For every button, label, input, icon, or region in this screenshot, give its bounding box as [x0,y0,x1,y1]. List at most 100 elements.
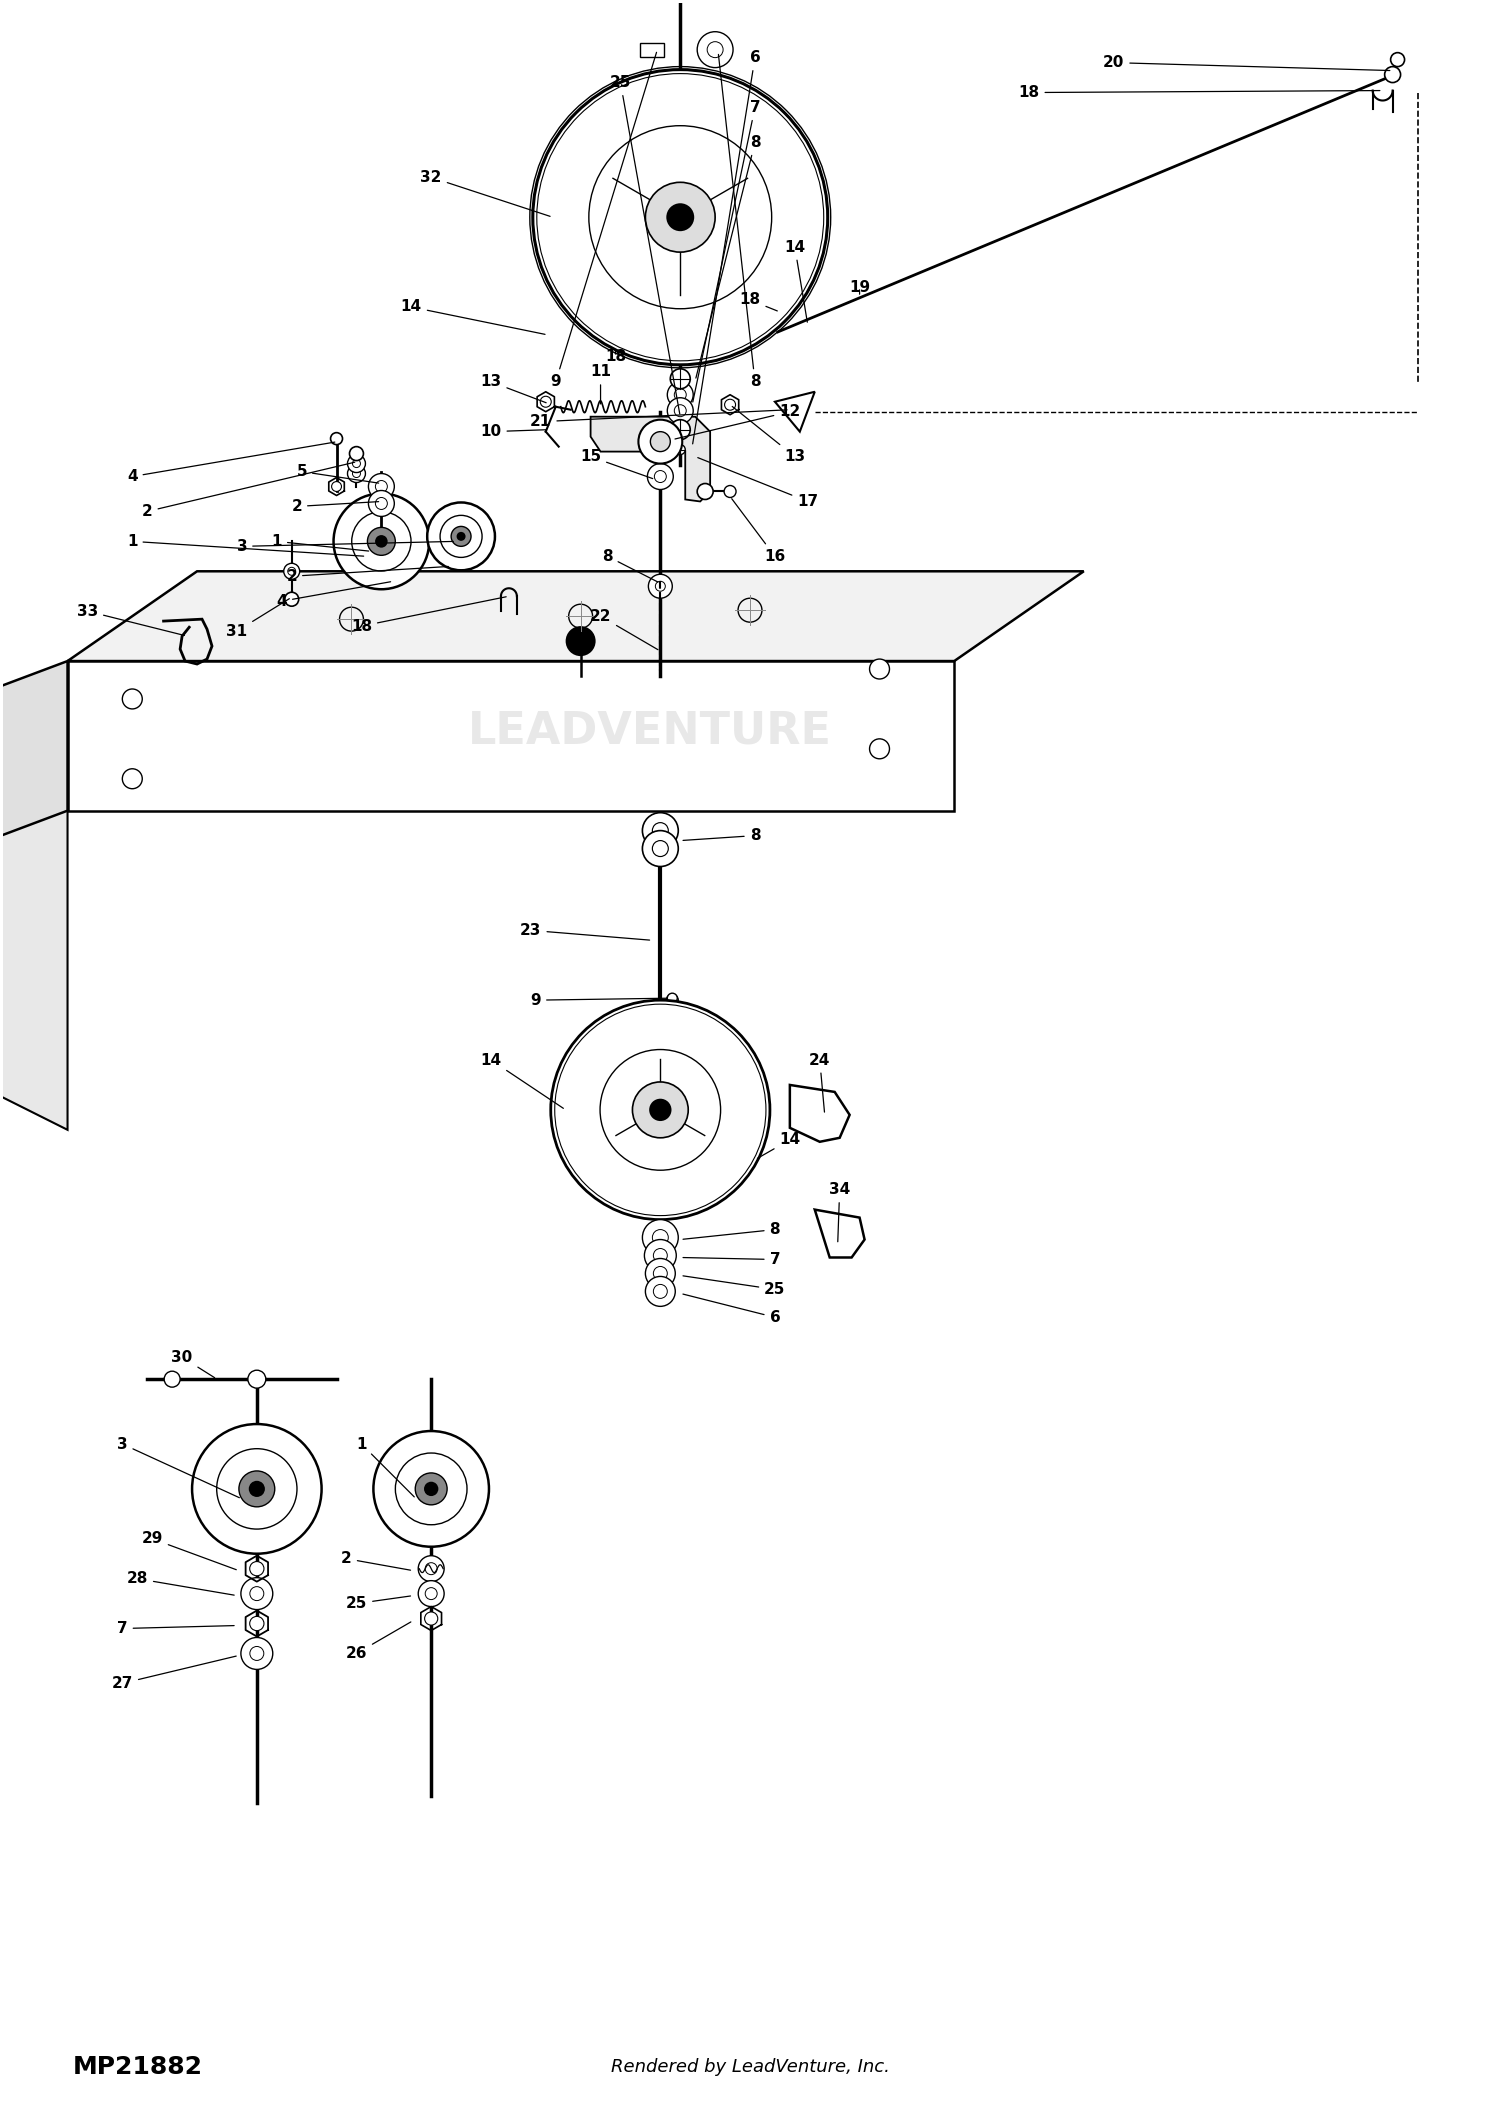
Text: 5: 5 [297,463,378,483]
Text: 7: 7 [682,1252,780,1267]
Circle shape [642,1220,678,1256]
Circle shape [419,1556,444,1582]
Circle shape [675,389,686,400]
Circle shape [648,463,674,489]
Circle shape [675,404,686,417]
Text: 30: 30 [171,1350,214,1378]
Text: 25: 25 [682,1276,786,1297]
Circle shape [645,1259,675,1288]
Text: 11: 11 [590,364,610,404]
Text: 7: 7 [693,100,760,402]
Circle shape [332,483,342,491]
Text: 31: 31 [226,600,290,638]
Circle shape [369,491,394,517]
Circle shape [348,466,366,483]
Circle shape [164,1371,180,1386]
Text: 2: 2 [291,500,378,514]
Circle shape [330,434,342,444]
Text: 3: 3 [237,538,453,555]
Circle shape [424,1563,436,1575]
Circle shape [216,1448,297,1529]
Circle shape [375,480,387,493]
Text: 8: 8 [682,829,760,844]
Circle shape [654,1284,668,1299]
Circle shape [633,1082,688,1137]
Text: 8: 8 [718,55,760,389]
Circle shape [706,43,723,57]
Circle shape [351,512,411,572]
Circle shape [427,502,495,570]
Circle shape [333,493,429,589]
Text: 13: 13 [732,406,806,463]
Circle shape [590,125,771,308]
Circle shape [396,1452,466,1524]
Circle shape [652,840,669,857]
Polygon shape [591,417,710,502]
Circle shape [123,689,142,708]
Text: 14: 14 [758,1133,801,1159]
Text: 13: 13 [480,374,546,402]
Text: 16: 16 [732,500,786,563]
Circle shape [350,446,363,461]
Text: 28: 28 [126,1571,234,1594]
Polygon shape [0,661,68,840]
Circle shape [656,580,666,591]
Circle shape [375,536,387,549]
Text: 14: 14 [400,300,544,334]
Text: 27: 27 [111,1656,236,1690]
Circle shape [555,1003,766,1216]
Text: 22: 22 [590,608,658,651]
Circle shape [670,419,690,440]
Circle shape [440,514,482,557]
Text: 8: 8 [682,1222,780,1239]
Text: 19: 19 [849,279,870,296]
Text: 14: 14 [784,240,807,323]
Circle shape [650,1099,672,1120]
Circle shape [1384,66,1401,83]
Circle shape [249,1560,264,1575]
Text: 34: 34 [830,1182,850,1242]
Text: 32: 32 [420,170,550,217]
Circle shape [670,368,690,389]
Circle shape [251,1586,264,1601]
Text: 4: 4 [276,583,390,608]
Circle shape [669,997,675,1003]
Circle shape [870,659,889,678]
Text: 9: 9 [531,993,668,1008]
Circle shape [652,823,669,838]
Text: 18: 18 [1019,85,1380,100]
Text: 20: 20 [1102,55,1390,70]
Text: 2: 2 [142,461,356,519]
Text: 1: 1 [128,534,363,557]
Circle shape [537,74,824,361]
Circle shape [251,1646,264,1660]
Circle shape [375,497,387,510]
Circle shape [698,483,712,500]
Circle shape [456,532,465,540]
Circle shape [242,1637,273,1669]
Circle shape [339,608,363,631]
Text: 23: 23 [520,923,650,940]
Text: 7: 7 [117,1620,234,1637]
Circle shape [654,1267,668,1280]
Circle shape [352,459,360,468]
Polygon shape [776,391,814,432]
Text: 14: 14 [480,1052,564,1108]
Circle shape [249,1482,266,1497]
Circle shape [642,831,678,867]
Circle shape [424,1588,436,1599]
Text: 9: 9 [550,53,657,389]
Circle shape [368,527,396,555]
Circle shape [248,1369,266,1388]
Bar [640,43,664,57]
Circle shape [600,1050,720,1169]
Circle shape [652,1229,669,1246]
Circle shape [645,183,716,253]
Circle shape [192,1424,321,1554]
Circle shape [724,400,735,410]
Circle shape [348,455,366,472]
Text: 6: 6 [682,1295,780,1324]
Text: 12: 12 [675,404,801,438]
Text: 18: 18 [604,349,625,364]
Text: 3: 3 [117,1437,240,1497]
